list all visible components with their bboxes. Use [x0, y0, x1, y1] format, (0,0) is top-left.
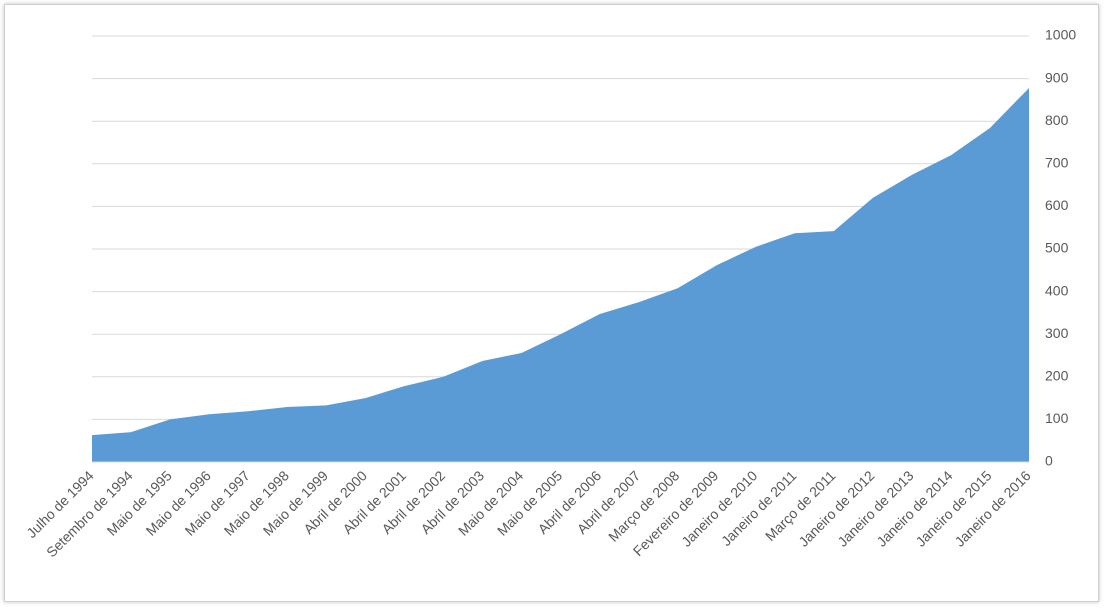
y-tick-label: 100: [1045, 410, 1069, 426]
y-tick-label: 800: [1045, 112, 1069, 128]
chart-frame: [4, 4, 1099, 602]
y-tick-label: 300: [1045, 325, 1069, 341]
y-tick-label: 700: [1045, 155, 1069, 171]
y-tick-label: 400: [1045, 282, 1069, 298]
y-tick-label: 0: [1045, 453, 1053, 469]
y-tick-label: 500: [1045, 240, 1069, 256]
x-tick-label: Julho de 1994: [23, 467, 97, 541]
y-tick-label: 200: [1045, 368, 1069, 384]
y-tick-label: 1000: [1045, 27, 1076, 43]
y-tick-label: 900: [1045, 69, 1069, 85]
y-tick-label: 600: [1045, 197, 1069, 213]
area: [92, 87, 1029, 463]
